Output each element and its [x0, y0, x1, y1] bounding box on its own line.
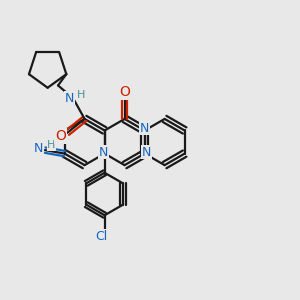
Text: N: N: [34, 142, 43, 155]
Text: H: H: [77, 90, 86, 100]
Text: N: N: [65, 92, 74, 105]
Text: N: N: [140, 122, 149, 135]
Text: O: O: [119, 85, 130, 99]
Text: O: O: [55, 129, 66, 143]
Text: Cl: Cl: [95, 230, 107, 243]
Text: N: N: [98, 146, 108, 159]
Text: N: N: [141, 146, 151, 159]
Text: H: H: [47, 140, 56, 150]
